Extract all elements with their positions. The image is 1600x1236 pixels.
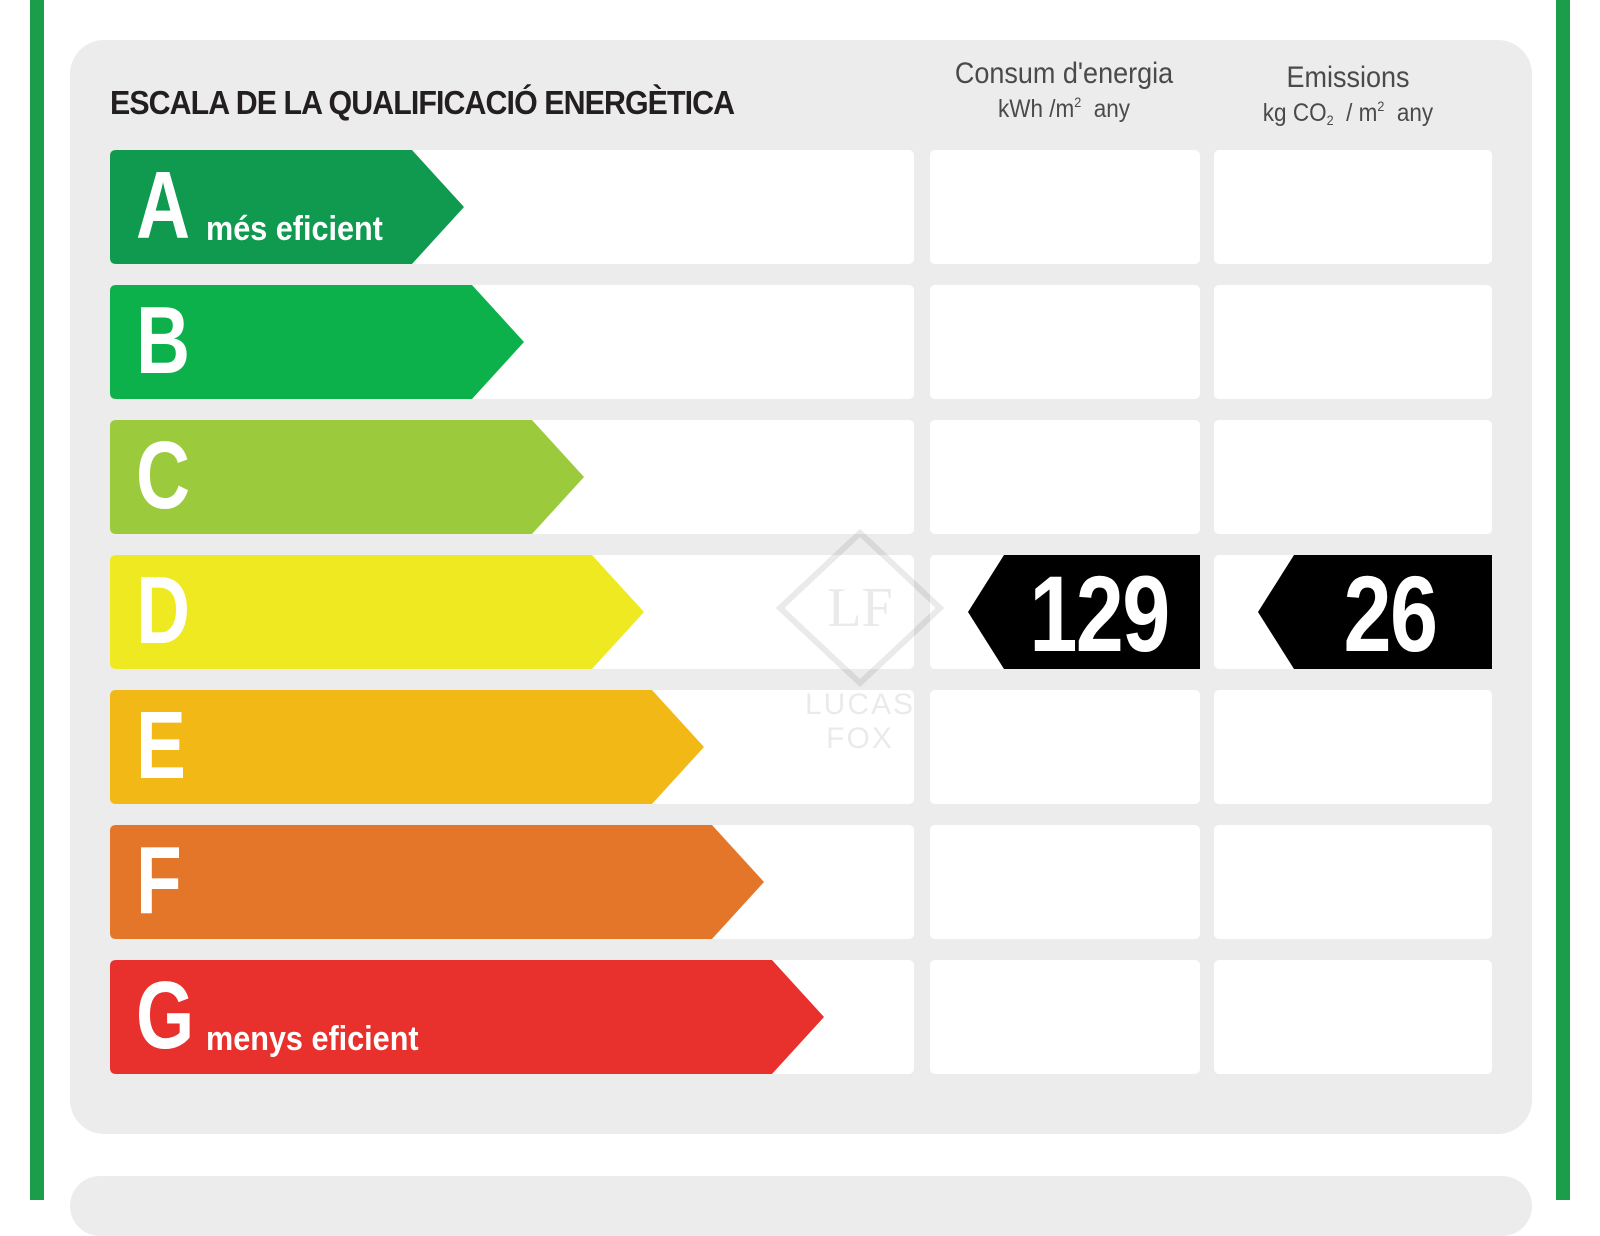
energy-value: 129 — [1029, 553, 1170, 674]
emissions-column-unit: kg CO2 / m2 any — [1262, 98, 1434, 128]
rating-letter-a: A — [136, 152, 191, 259]
emissions-column-header: Emissions kg CO2 / m2 any — [1210, 58, 1486, 130]
rating-label-a: més eficient — [206, 210, 383, 248]
energy-rating-badge: 129 — [968, 553, 1200, 674]
rating-arrow-c: C — [110, 420, 584, 534]
frame-left-border — [30, 0, 44, 1200]
energy-column-unit: kWh /m2 any — [997, 94, 1131, 123]
energy-cell — [930, 960, 1200, 1074]
rating-letter-f: F — [136, 827, 182, 934]
energy-cell — [930, 150, 1200, 264]
rating-letter-g: G — [136, 962, 195, 1069]
rating-arrow-d: D — [110, 555, 644, 669]
lower-panel — [70, 1176, 1532, 1236]
energy-cell — [930, 420, 1200, 534]
emissions-column-title: Emissions — [1286, 61, 1410, 94]
rating-letter-d: D — [136, 557, 191, 664]
emissions-cell — [1214, 285, 1492, 399]
rating-letter-c: C — [136, 422, 191, 529]
rating-letter-e: E — [136, 692, 186, 799]
energy-cell — [930, 825, 1200, 939]
energy-rating-panel: ESCALA DE LA QUALIFICACIÓ ENERGÈTICA Con… — [70, 40, 1532, 1134]
rating-letter-b: B — [136, 287, 191, 394]
scale-row-f: F — [110, 825, 1492, 939]
rating-arrow-f: F — [110, 825, 764, 939]
rating-arrow-b: B — [110, 285, 524, 399]
scale-row-b: B — [110, 285, 1492, 399]
emissions-cell — [1214, 150, 1492, 264]
emissions-rating-badge: 26 — [1258, 553, 1492, 674]
emissions-value: 26 — [1343, 553, 1439, 674]
energy-column-header: Consum d'energia kWh /m2 any — [930, 54, 1198, 126]
emissions-cell — [1214, 420, 1492, 534]
rating-label-g: menys eficient — [206, 1020, 419, 1058]
frame-right-border — [1556, 0, 1570, 1200]
scale-row-d: D 129 26 — [110, 553, 1492, 674]
emissions-cell — [1214, 690, 1492, 804]
energy-cell — [930, 285, 1200, 399]
energy-cell — [930, 690, 1200, 804]
scale-title: ESCALA DE LA QUALIFICACIÓ ENERGÈTICA — [110, 84, 735, 121]
rating-arrow-e: E — [110, 690, 704, 804]
energy-column-title: Consum d'energia — [954, 57, 1174, 90]
emissions-cell — [1214, 825, 1492, 939]
scale-row-c: C — [110, 420, 1492, 534]
scale-row-e: E — [110, 690, 1492, 804]
emissions-cell — [1214, 960, 1492, 1074]
